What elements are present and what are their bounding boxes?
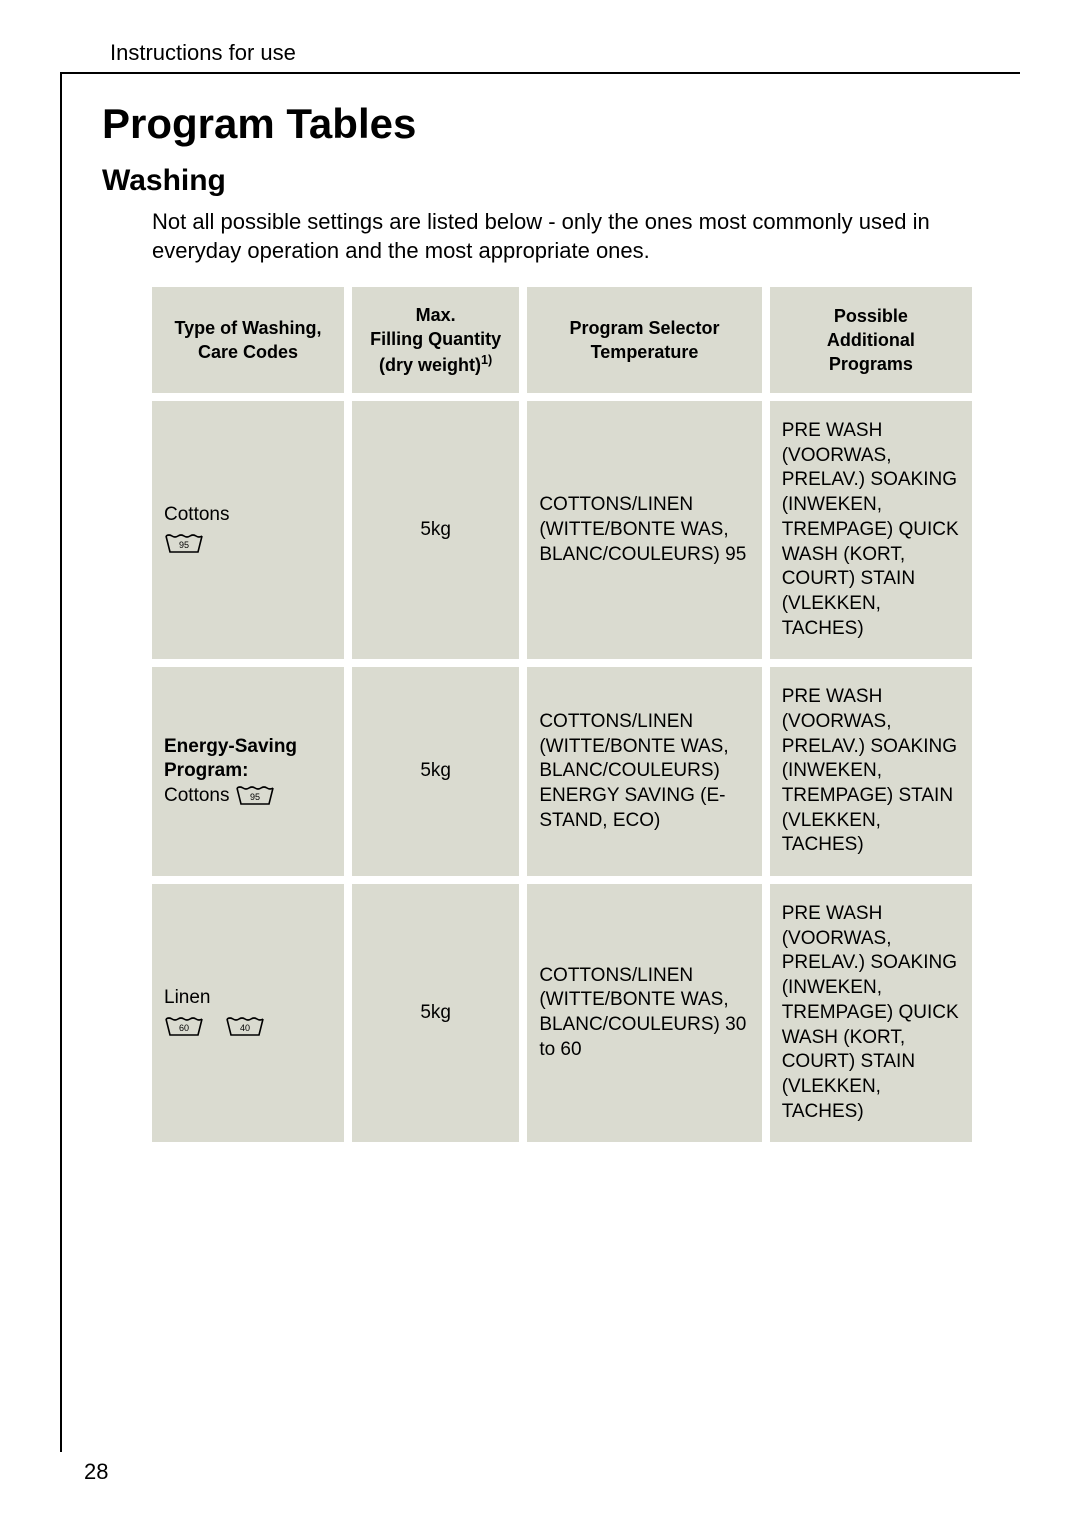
cell-additional: PRE WASH (VOORWAS, PRELAV.) SOAKING (INW… [766,397,972,663]
washtub-icon: 40 [225,1015,265,1039]
type-label: Linen [164,986,332,1011]
cell-additional: PRE WASH (VOORWAS, PRELAV.) SOAKING (INW… [766,663,972,880]
washtub-icon: 95 [235,784,275,808]
cell-qty: 5kg [348,397,523,663]
cell-additional: PRE WASH (VOORWAS, PRELAV.) SOAKING (INW… [766,880,972,1142]
cell-selector: COTTONS/LINEN (WITTE/BONTE WAS, BLANC/CO… [523,397,765,663]
col-header-selector-text: Program SelectorTemperature [569,318,719,362]
care-code-row: 60 40 [164,1015,332,1040]
col-header-additional: PossibleAdditionalPrograms [766,287,972,397]
page-number: 28 [84,1459,108,1485]
table-row: Energy-Saving Program: Cottons 95 5kg CO… [152,663,972,880]
svg-text:95: 95 [250,792,260,802]
subtitle: Washing [102,164,990,198]
cell-type: Cottons 95 [152,397,348,663]
svg-text:60: 60 [179,1023,189,1033]
table-row: Cottons 95 5kg COTTONS/LINEN (WITTE/BONT… [152,397,972,663]
type-suffix-line: Cottons 95 [164,784,332,809]
type-suffix: Cottons [164,785,229,806]
washtub-icon: 60 [164,1015,204,1039]
content-frame: Program Tables Washing Not all possible … [60,72,1020,1452]
type-label: Cottons [164,503,332,528]
footnote-marker: 1) [481,353,492,367]
cell-type: Energy-Saving Program: Cottons 95 [152,663,348,880]
cell-type: Linen 60 40 [152,880,348,1142]
intro-text: Not all possible settings are listed bel… [152,208,972,265]
page: Instructions for use Program Tables Wash… [0,0,1080,1529]
program-table: Type of Washing,Care Codes Max.Filling Q… [152,287,972,1142]
table-row: Linen 60 40 5kg COTTONS/LINEN (WITTE/BON… [152,880,972,1142]
cell-selector: COTTONS/LINEN (WITTE/BONTE WAS, BLANC/CO… [523,663,765,880]
svg-text:40: 40 [240,1023,250,1033]
svg-text:95: 95 [179,540,189,550]
col-header-additional-text: PossibleAdditionalPrograms [827,306,915,375]
type-prefix-bold: Energy-Saving Program: [164,735,332,784]
cell-qty: 5kg [348,663,523,880]
washtub-icon: 95 [164,532,204,556]
col-header-selector: Program SelectorTemperature [523,287,765,397]
care-code-row: 95 [164,532,332,557]
page-title: Program Tables [102,100,990,148]
cell-selector: COTTONS/LINEN (WITTE/BONTE WAS, BLANC/CO… [523,880,765,1142]
cell-qty: 5kg [348,880,523,1142]
col-header-type-text: Type of Washing,Care Codes [174,318,321,362]
col-header-type: Type of Washing,Care Codes [152,287,348,397]
table-header-row: Type of Washing,Care Codes Max.Filling Q… [152,287,972,397]
col-header-qty: Max.Filling Quantity(dry weight)1) [348,287,523,397]
section-label: Instructions for use [110,40,1020,66]
